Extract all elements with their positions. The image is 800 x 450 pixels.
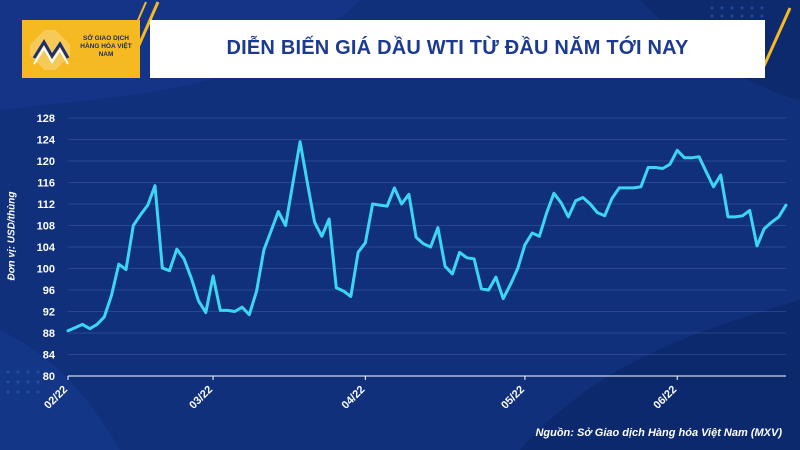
y-tick-label: 112 bbox=[37, 199, 55, 211]
y-tick-label: 124 bbox=[37, 135, 56, 147]
source-note: Nguồn: Sở Giao dịch Hàng hóa Việt Nam (M… bbox=[535, 427, 782, 439]
logo-mark-icon bbox=[30, 30, 70, 70]
y-tick-label: 120 bbox=[37, 156, 55, 168]
x-tick-label: 04/22 bbox=[340, 384, 368, 412]
y-tick-label: 88 bbox=[43, 328, 55, 340]
y-tick-label: 100 bbox=[37, 264, 55, 276]
y-tick-label: 108 bbox=[37, 221, 55, 233]
series-line-wti bbox=[66, 140, 788, 333]
x-tick-label: 05/22 bbox=[499, 384, 527, 412]
page-title: DIỄN BIẾN GIÁ DẦU WTI TỪ ĐẦU NĂM TỚI NAY bbox=[226, 37, 689, 59]
logo: SỞ GIAO DỊCH HÀNG HÓA VIỆT NAM bbox=[22, 20, 140, 78]
y-tick-label: 96 bbox=[43, 285, 55, 297]
y-tick-label: 92 bbox=[43, 307, 55, 319]
y-tick-label: 80 bbox=[43, 371, 55, 383]
x-tick-label: 02/22 bbox=[42, 384, 70, 412]
y-tick-label: 116 bbox=[37, 178, 55, 190]
logo-text: SỞ GIAO DỊCH HÀNG HÓA VIỆT NAM bbox=[80, 35, 132, 58]
y-tick-label: 84 bbox=[43, 350, 56, 362]
x-tick-label: 03/22 bbox=[187, 384, 215, 412]
y-tick-label: 104 bbox=[37, 242, 56, 254]
y-tick-label: 128 bbox=[37, 113, 55, 125]
title-banner: DIỄN BIẾN GIÁ DẦU WTI TỪ ĐẦU NĂM TỚI NAY bbox=[150, 20, 765, 78]
x-tick-label: 06/22 bbox=[651, 384, 679, 412]
